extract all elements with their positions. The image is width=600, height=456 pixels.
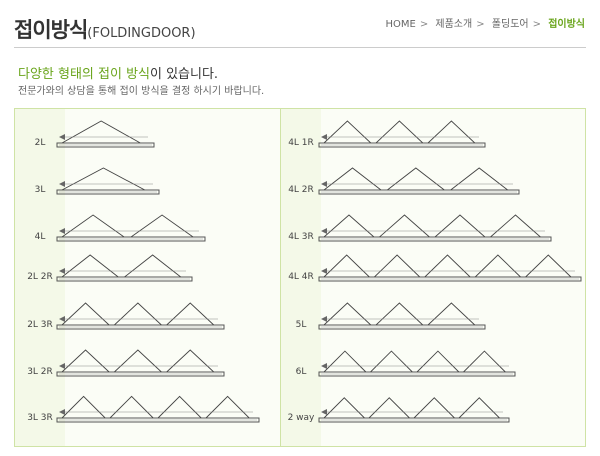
door-right-panel	[370, 350, 413, 373]
door-right-panel	[450, 167, 508, 191]
intro-description: 전문가와의 상담을 통해 접이 방식을 결정 하시기 바랍니다.	[18, 86, 265, 97]
door-right-panel	[490, 214, 541, 238]
door-right-panel	[474, 254, 521, 278]
folding-types-panel: 2L 3L 4L 2L 2R 2L 3R 3L 2R 3L 3R 4L 1R 4L 2R 4L 3…	[14, 108, 586, 447]
breadcrumb-current: 접이방식	[548, 19, 585, 30]
door-left-panel	[205, 395, 250, 419]
door-left-panel	[61, 302, 110, 326]
door-right-panel	[323, 302, 372, 326]
door-right-panel	[413, 397, 455, 419]
type-label: 4L	[34, 232, 46, 242]
type-label: 5L	[295, 320, 307, 330]
door-right-panel	[368, 397, 410, 419]
type-label: 4L 2R	[288, 185, 314, 195]
intro-headline: 다양한 형태의 접이 방식이 있습니다.	[18, 67, 219, 82]
door-right-panel	[424, 254, 471, 278]
column-divider	[280, 109, 281, 446]
door-right-panel	[379, 214, 430, 238]
type-label: 4L 4R	[288, 272, 314, 282]
door-left-panel	[130, 214, 194, 238]
type-label: 2L 2R	[27, 272, 53, 282]
door-left-track	[56, 236, 206, 242]
door-right-panel	[458, 397, 500, 419]
door-right-panel	[427, 120, 476, 144]
door-right-panel	[427, 302, 476, 326]
type-label: 6L	[295, 367, 307, 377]
door-right-arrow-head	[321, 409, 327, 415]
door-right-panel	[323, 214, 375, 238]
door-right-track	[318, 324, 486, 330]
header-divider	[14, 47, 586, 48]
type-label: 4L 3R	[288, 232, 314, 242]
right-label-column	[281, 109, 321, 446]
breadcrumb-folding-door[interactable]: 폴딩도어	[491, 19, 529, 30]
door-right-panel	[463, 350, 506, 373]
type-label: 2L 3R	[27, 320, 53, 330]
door-left-arrow-head	[59, 268, 65, 274]
door-left-panel	[61, 120, 141, 144]
door-right-track	[318, 189, 520, 195]
breadcrumb-home[interactable]: HOME	[385, 19, 416, 30]
door-right-panel	[375, 120, 424, 144]
type-label: 4L 1R	[288, 138, 314, 148]
door-right-panel	[323, 350, 367, 373]
door-right-panel	[434, 214, 486, 238]
door-right-panel	[387, 167, 445, 191]
door-right-arrow-head	[321, 268, 327, 274]
door-left-panel	[114, 302, 162, 326]
door-right-track	[318, 276, 582, 282]
door-left-panel	[114, 349, 162, 373]
door-right-panel	[525, 254, 572, 278]
door-left-track	[56, 189, 160, 195]
type-label: 2 way	[287, 413, 315, 423]
door-left-panel	[61, 214, 125, 238]
door-right-panel	[323, 254, 370, 278]
page-title: 접이방식(FOLDINGDOOR)	[14, 18, 196, 42]
door-left-panel	[61, 349, 110, 373]
door-left-arrow-head	[59, 181, 65, 187]
door-right-panel	[374, 254, 421, 278]
folding-diagrams	[56, 120, 582, 423]
door-right-panel	[416, 350, 460, 373]
door-right-arrow-head	[321, 316, 327, 322]
door-left-panel	[166, 302, 215, 326]
door-right-arrow-head	[321, 134, 327, 140]
door-left-panel	[61, 395, 106, 419]
door-left-arrow-head	[59, 228, 65, 234]
type-label: 3L	[34, 185, 46, 195]
door-left-track	[56, 142, 155, 148]
door-right-panel	[323, 397, 365, 419]
breadcrumb-products[interactable]: 제품소개	[435, 19, 473, 30]
type-label: 3L 2R	[27, 367, 53, 377]
door-right-panel	[323, 167, 382, 191]
door-left-panel	[61, 167, 146, 191]
breadcrumb: HOME > 제품소개 > 폴딩도어 > 접이방식	[385, 19, 585, 30]
door-left-panel	[124, 254, 182, 278]
door-left-track	[56, 324, 225, 330]
door-right-arrow-head	[321, 181, 327, 187]
door-left-panel	[109, 395, 154, 419]
door-left-panel	[166, 349, 215, 373]
door-left-arrow-head	[59, 316, 65, 322]
type-label: 3L 3R	[27, 413, 53, 423]
door-right-panel	[323, 120, 372, 144]
door-left-panel	[61, 254, 119, 278]
door-left-arrow-head	[59, 409, 65, 415]
door-right-arrow-head	[321, 228, 327, 234]
door-left-panel	[157, 395, 202, 419]
door-left-arrow-head	[59, 363, 65, 369]
type-label: 2L	[34, 138, 46, 148]
door-left-track	[56, 371, 225, 377]
door-right-track	[318, 142, 486, 148]
door-right-arrow-head	[321, 363, 327, 369]
door-right-panel	[375, 302, 424, 326]
door-left-arrow-head	[59, 134, 65, 140]
